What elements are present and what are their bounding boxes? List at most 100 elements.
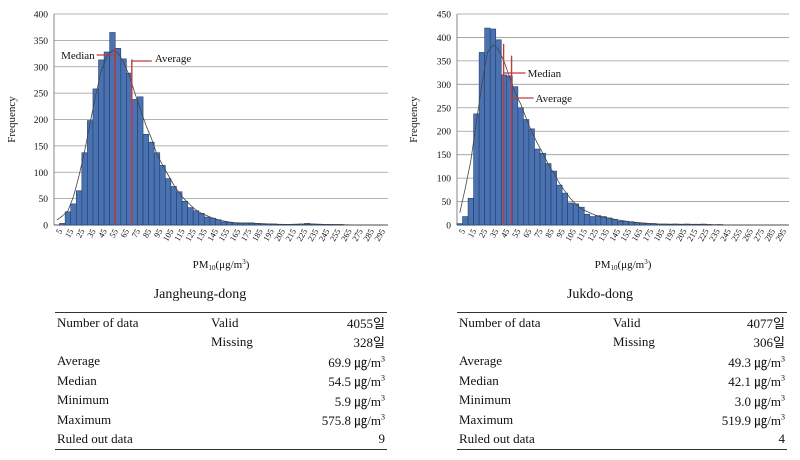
y-axis-label: Frequency xyxy=(6,96,18,143)
histogram-bar xyxy=(170,186,177,226)
stats-cell xyxy=(611,352,715,372)
histogram-bar xyxy=(478,52,485,226)
histogram-bar xyxy=(473,113,480,226)
stats-cell: Ruled out data xyxy=(457,429,611,450)
histogram-bar xyxy=(489,28,497,226)
stats-cell xyxy=(611,410,715,430)
jangheung-stats-table: Number of data Valid 4055일 Missing 328일 Avera… xyxy=(55,312,387,450)
y-tick-label: 0 xyxy=(446,222,451,232)
histogram-bar xyxy=(550,170,557,226)
x-tick-label: 295 xyxy=(773,227,788,243)
histogram-bar xyxy=(192,210,200,226)
stats-row: Maximum 519.9 ㎍/m3 xyxy=(457,410,787,430)
stats-cell: 42.1 ㎍/m3 xyxy=(728,373,785,390)
histogram-bar xyxy=(181,200,188,226)
stats-cell xyxy=(209,429,313,450)
stats-cell: Minimum xyxy=(459,392,512,408)
y-tick-label: 150 xyxy=(437,151,452,161)
histogram-bar xyxy=(176,191,183,226)
stats-cell xyxy=(209,371,313,391)
stats-cell xyxy=(209,352,313,372)
histogram-bar xyxy=(467,197,474,226)
stats-row: Average 49.3 ㎍/m3 xyxy=(457,352,787,372)
stats-row: Minimum 3.0 ㎍/m3 xyxy=(457,391,787,411)
histogram-bar xyxy=(231,222,238,226)
histogram-bar xyxy=(517,107,524,226)
y-tick-label: 300 xyxy=(34,63,49,73)
stats-cell: 9 xyxy=(313,429,387,450)
histogram-bar xyxy=(59,223,66,226)
histogram-bar xyxy=(495,39,502,226)
y-axis-label: Frequency xyxy=(408,96,420,143)
histogram-bar xyxy=(165,178,172,226)
histogram-bar xyxy=(120,58,127,226)
histogram-bar xyxy=(204,216,211,226)
jangheung-panel: 0 50 100 150 200 250 300 350 400 Median Average 5 15… xyxy=(6,11,388,450)
histogram-bar xyxy=(137,96,144,226)
y-tick-label: 350 xyxy=(437,57,452,67)
stats-cell: Ruled out data xyxy=(55,429,209,450)
stats-cell: 306일 xyxy=(753,335,785,351)
stats-cell: Missing xyxy=(211,333,253,349)
stats-cell xyxy=(611,429,715,450)
stats-cell xyxy=(611,371,715,391)
histogram-bar xyxy=(534,148,541,226)
histogram-bar xyxy=(142,133,149,226)
stats-cell xyxy=(457,332,611,352)
stats-cell: Minimum xyxy=(57,392,110,408)
histogram-bar xyxy=(92,88,99,226)
y-tick-label: 50 xyxy=(442,198,452,208)
histogram-bar xyxy=(456,223,463,226)
x-axis-label: PM10(μg/m3) xyxy=(595,258,652,272)
stats-row: Ruled out data 4 xyxy=(457,429,787,450)
stats-row: Median 54.5 ㎍/m3 xyxy=(55,371,387,391)
histogram-bar xyxy=(159,165,166,226)
histogram-bar xyxy=(589,216,596,226)
y-tick-label: 50 xyxy=(39,195,49,205)
stats-cell: Number of data xyxy=(55,312,209,332)
histogram-bar xyxy=(148,141,155,226)
histogram-bar xyxy=(512,86,519,226)
stats-cell xyxy=(209,391,313,411)
stats-cell: Average xyxy=(459,353,503,369)
stats-cell: 328일 xyxy=(353,335,385,351)
y-tick-label: 200 xyxy=(437,128,452,138)
stats-row: Number of data Valid 4055일 xyxy=(55,312,387,332)
stats-cell: 4055일 xyxy=(313,312,387,332)
histogram-bar xyxy=(523,119,530,226)
histogram-bar xyxy=(561,192,568,226)
histogram-bar xyxy=(595,215,602,226)
y-tick-label: 250 xyxy=(437,104,452,114)
histogram-bar xyxy=(87,120,94,226)
stats-cell: 69.9 ㎍/m3 xyxy=(328,354,385,370)
histogram-bar xyxy=(98,59,105,226)
histogram-bar xyxy=(617,220,624,226)
y-tick-label: 150 xyxy=(34,142,49,152)
histogram-bar xyxy=(583,213,591,226)
y-tick-label: 300 xyxy=(437,81,452,91)
histogram-bar xyxy=(611,219,618,226)
histogram-bar xyxy=(64,211,71,226)
x-tick-label: 295 xyxy=(372,227,387,243)
stats-row: Ruled out data 9 xyxy=(55,429,387,450)
stats-cell: 4077일 xyxy=(715,312,787,332)
histogram-bar xyxy=(237,223,244,226)
stats-cell: Number of data xyxy=(457,312,611,332)
histogram-bar xyxy=(528,128,535,226)
stats-row: Missing 328일 xyxy=(55,332,387,352)
stats-cell: Average xyxy=(57,353,101,369)
stats-cell: Valid xyxy=(611,312,715,332)
histogram-bar xyxy=(220,221,227,226)
stats-cell: Valid xyxy=(209,312,313,332)
stats-row: Maximum 575.8 ㎍/m3 xyxy=(55,410,387,430)
stats-cell: Maximum xyxy=(57,411,112,427)
histogram-bar xyxy=(556,184,563,226)
stats-cell: 3.0 ㎍/m3 xyxy=(734,393,785,409)
y-tick-label: 100 xyxy=(437,175,452,185)
average-label: Average xyxy=(155,53,192,65)
x-tick-label: 5 xyxy=(456,227,467,236)
histogram-bar xyxy=(126,72,133,226)
stats-cell xyxy=(209,410,313,430)
histogram-bar xyxy=(75,190,83,226)
